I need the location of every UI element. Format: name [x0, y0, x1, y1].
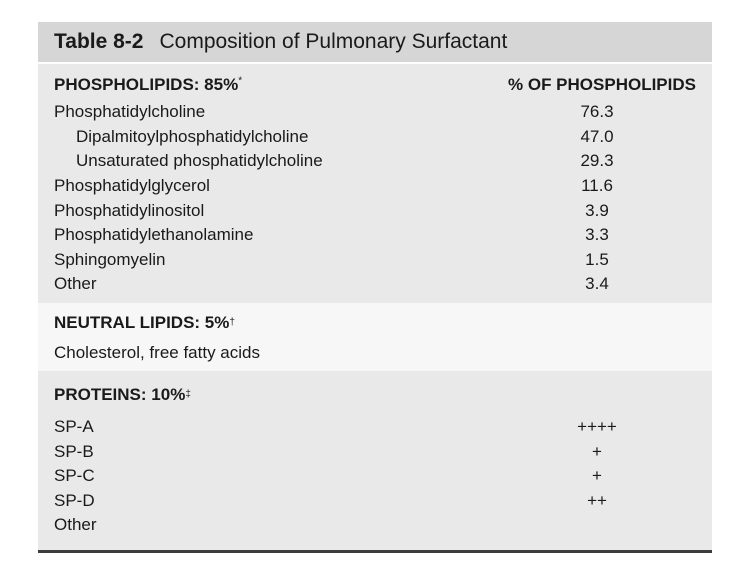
table-row: Dipalmitoylphosphatidylcholine 47.0 — [54, 125, 696, 150]
neutral-lipids-text: Cholesterol, free fatty acids — [54, 342, 260, 362]
row-label: Other — [54, 274, 97, 294]
row-label: Unsaturated phosphatidylcholine — [76, 151, 323, 171]
row-value: + — [592, 441, 602, 461]
row-label: SP-A — [54, 417, 94, 437]
row-value: 1.5 — [585, 249, 609, 269]
table-row: SP-C + — [54, 464, 696, 489]
proteins-section: PROTEINS: 10% ‡ SP-A ++++ SP-B + SP-C + S… — [38, 370, 712, 550]
footnote-mark-star: * — [238, 75, 243, 87]
table-row: SP-B + — [54, 439, 696, 464]
table-row: Unsaturated phosphatidylcholine 29.3 — [54, 149, 696, 174]
row-value: 3.4 — [585, 274, 609, 294]
table-row: Phosphatidylethanolamine 3.3 — [54, 223, 696, 248]
row-label: Phosphatidylethanolamine — [54, 225, 254, 245]
row-label: Phosphatidylcholine — [54, 102, 206, 122]
phospholipids-header-row: PHOSPHOLIPIDS: 85%* % OF PHOSPHOLIPIDS — [54, 70, 696, 100]
column-header-percent: % OF PHOSPHOLIPIDS — [508, 75, 696, 94]
row-value: 3.3 — [585, 225, 609, 245]
row-value: 47.0 — [580, 126, 614, 146]
table-row: SP-A ++++ — [54, 415, 696, 440]
row-value: + — [592, 466, 602, 486]
table-row: Phosphatidylcholine 76.3 — [54, 100, 696, 125]
phospholipids-header: PHOSPHOLIPIDS: 85%* — [54, 75, 243, 94]
table-row: Other 3.4 — [54, 272, 696, 297]
phospholipids-section: PHOSPHOLIPIDS: 85%* % OF PHOSPHOLIPIDS P… — [38, 64, 712, 303]
neutral-lipids-section: NEUTRAL LIPIDS: 5% † Cholesterol, free fa… — [38, 302, 712, 371]
table-row: Phosphatidylinositol 3.9 — [54, 198, 696, 223]
row-value: 29.3 — [580, 151, 614, 171]
row-label: SP-D — [54, 490, 95, 510]
row-value: ++++ — [577, 417, 617, 437]
row-value: 3.9 — [585, 200, 609, 220]
table-title: Composition of Pulmonary Surfactant — [159, 30, 508, 53]
row-value: ++ — [587, 490, 607, 510]
row-label: Dipalmitoylphosphatidylcholine — [76, 126, 309, 146]
row-label: Phosphatidylinositol — [54, 200, 205, 220]
table-number: Table 8-2 — [54, 30, 144, 53]
table-title-bar: Table 8-2 Composition of Pulmonary Surfa… — [38, 22, 712, 64]
row-label: SP-B — [54, 441, 94, 461]
row-label: SP-C — [54, 466, 95, 486]
table-row: SP-D ++ — [54, 489, 696, 514]
row-label: Other — [54, 515, 97, 535]
proteins-header: PROTEINS: 10% ‡ — [54, 384, 191, 404]
surfactant-table: Table 8-2 Composition of Pulmonary Surfa… — [38, 22, 712, 553]
table-row: Sphingomyelin 1.5 — [54, 248, 696, 273]
table-row: Phosphatidylglycerol 11.6 — [54, 174, 696, 199]
neutral-lipids-header: NEUTRAL LIPIDS: 5% † — [54, 312, 235, 332]
row-value: 76.3 — [580, 102, 614, 122]
table-row: Other — [54, 513, 696, 538]
row-label: Sphingomyelin — [54, 249, 166, 269]
row-value: 11.6 — [581, 176, 613, 196]
row-label: Phosphatidylglycerol — [54, 176, 210, 196]
